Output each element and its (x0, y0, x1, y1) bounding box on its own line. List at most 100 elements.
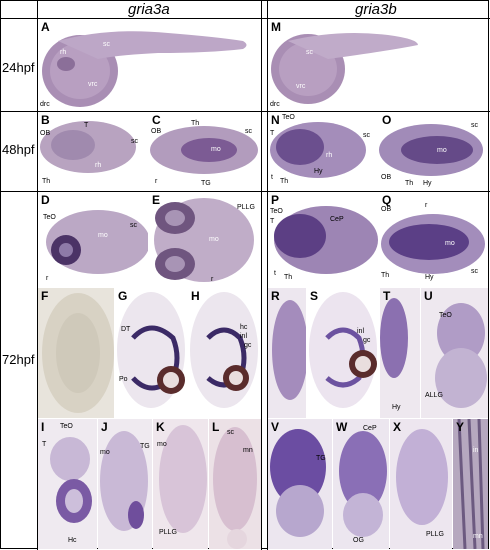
label-sc: sc (130, 222, 137, 229)
panel-letter: I (41, 420, 45, 434)
label-T: T (270, 218, 275, 225)
label-r: r (211, 276, 214, 283)
panel-letter: W (336, 420, 348, 434)
label-vrc: vrc (296, 83, 306, 90)
grid-line (0, 191, 490, 192)
row-label-48hpf: 48hpf (2, 142, 35, 157)
panel-letter: O (382, 113, 392, 127)
label-Th: Th (381, 272, 390, 279)
label-Hy: Hy (392, 404, 401, 411)
panel-letter: K (156, 420, 165, 434)
label-TeO: TeO (282, 114, 295, 121)
grid-line (0, 18, 490, 19)
label-hc: hc (240, 324, 248, 331)
label-OB: OB (151, 128, 162, 135)
label-sc: sc (471, 122, 478, 129)
label-mo: mo (157, 441, 167, 448)
label-CeP: CeP (363, 425, 377, 432)
panel-W: W CeP OG (333, 419, 389, 549)
panel-letter: M (271, 20, 281, 34)
grid-line (261, 0, 262, 550)
panel-S: S inl gc (307, 288, 379, 418)
label-rh: rh (60, 49, 67, 56)
panel-T: T Hy (380, 288, 420, 418)
panel-letter: F (41, 289, 49, 303)
label-inl: inl (240, 333, 248, 340)
label-ALLG: ALLG (425, 392, 443, 399)
panel-B: B OB T sc rh Th (38, 112, 148, 191)
panel-J: J mo TG (98, 419, 152, 549)
label-mo: mo (445, 240, 455, 247)
panel-I: I TeO T Hc (38, 419, 97, 549)
panel-P: P TeO T CeP t Th (268, 192, 378, 287)
label-mn: mn (243, 447, 253, 454)
label-TeO: TeO (60, 423, 73, 430)
label-mo: mo (211, 146, 221, 153)
label-drc: drc (270, 101, 280, 108)
panel-L: L sc mn (209, 419, 261, 549)
panel-U: U TeO ALLG (421, 288, 488, 418)
panel-G: G DT Po (115, 288, 187, 418)
panel-Y: Y in mn (453, 419, 488, 549)
label-gc: gc (363, 337, 371, 344)
label-vrc: vrc (88, 81, 98, 88)
panel-C: C OB Th sc mo r TG (149, 112, 261, 191)
panel-letter: U (424, 289, 433, 303)
header-gria3b: gria3b (355, 1, 397, 18)
label-CeP: CeP (330, 216, 344, 223)
label-OG: OG (353, 537, 364, 544)
label-sc: sc (131, 138, 138, 145)
panel-letter: A (41, 20, 50, 34)
panel-letter: D (41, 193, 50, 207)
label-OB: OB (40, 130, 51, 137)
panel-letter: B (41, 113, 50, 127)
panel-letter: L (212, 420, 220, 434)
panel-letter: G (118, 289, 128, 303)
label-PLLG: PLLG (159, 529, 177, 536)
panel-E: E PLLG mo r (149, 192, 261, 287)
panel-letter: J (101, 420, 108, 434)
label-Th: Th (191, 120, 200, 127)
panel-letter: P (271, 193, 280, 207)
label-r: r (155, 178, 158, 185)
row-label-72hpf: 72hpf (2, 352, 35, 367)
label-gc: gc (244, 342, 252, 349)
panel-X: X PLLG (390, 419, 452, 549)
panel-letter: Y (456, 420, 465, 434)
panel-Q: Q OB r mo Th Hy sc (379, 192, 488, 287)
label-sc: sc (306, 49, 313, 56)
panel-letter: C (152, 113, 161, 127)
label-PLLG: PLLG (237, 204, 255, 211)
label-sc: sc (363, 132, 370, 139)
label-Po: Po (119, 376, 128, 383)
panel-letter: T (383, 289, 391, 303)
panel-letter: S (310, 289, 319, 303)
label-OB: OB (381, 174, 392, 181)
label-mn: mn (473, 533, 483, 540)
label-Hy: Hy (314, 168, 323, 175)
label-t: t (274, 270, 276, 277)
label-TeO: TeO (439, 312, 452, 319)
label-TeO: TeO (270, 208, 283, 215)
label-PLLG: PLLG (426, 531, 444, 538)
label-Th: Th (42, 178, 51, 185)
label-inl: inl (357, 328, 365, 335)
label-Hc: Hc (68, 537, 77, 544)
grid-line (0, 111, 490, 112)
panel-letter: Q (382, 193, 392, 207)
panel-K: K mo PLLG (153, 419, 208, 549)
label-T: T (270, 130, 275, 137)
panel-letter: V (271, 420, 280, 434)
panel-O: O sc mo OB Th Hy (379, 112, 488, 191)
label-sc: sc (227, 429, 234, 436)
panel-M: M sc vrc drc (268, 19, 488, 111)
label-in: in (473, 447, 479, 454)
label-Th: Th (284, 274, 293, 281)
grid-line (267, 0, 268, 550)
label-OB: OB (381, 206, 392, 213)
label-rh: rh (95, 162, 102, 169)
panel-letter: X (393, 420, 402, 434)
label-T: T (42, 441, 47, 448)
grid-line (37, 0, 38, 550)
panel-letter: N (271, 113, 280, 127)
